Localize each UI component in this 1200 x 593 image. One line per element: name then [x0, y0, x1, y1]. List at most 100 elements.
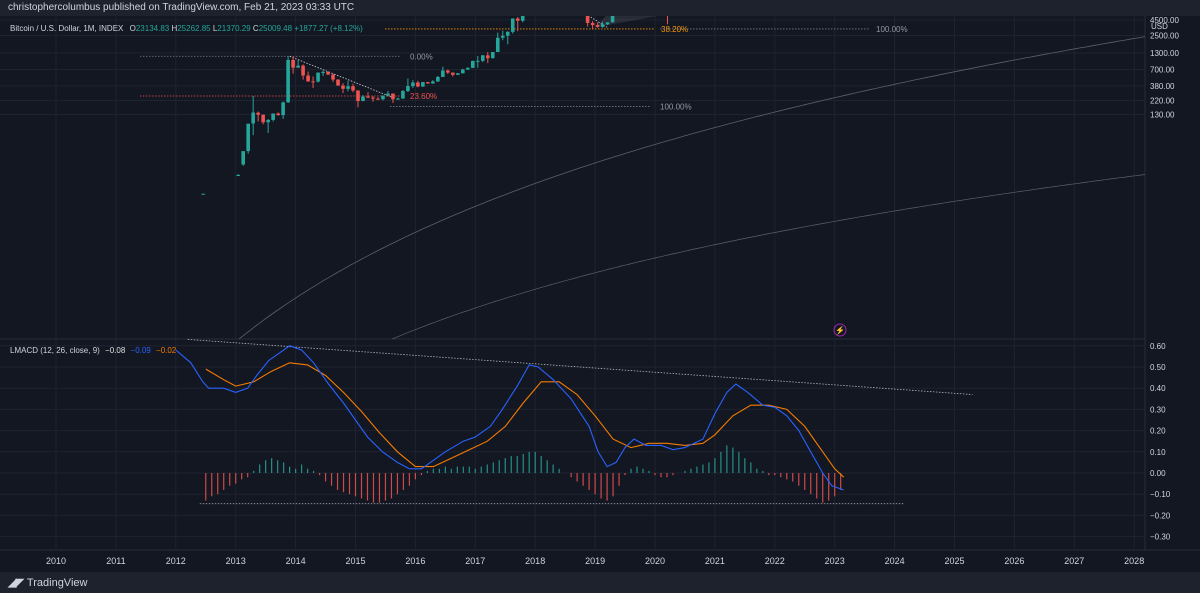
candle-body [346, 86, 350, 89]
candle-body [515, 18, 520, 21]
candle-body [431, 81, 435, 84]
candle-body [381, 95, 385, 100]
macd-y-tick-label: 0.30 [1150, 405, 1166, 414]
publisher-bar: christophercolumbus published on Trading… [0, 0, 1200, 16]
x-tick-label: 2019 [585, 556, 605, 566]
y-tick-label: 130.00 [1150, 110, 1175, 119]
candle-body [406, 86, 410, 92]
close-value: 25009.48 [258, 24, 293, 33]
x-tick-label: 2025 [944, 556, 964, 566]
footer-bar [0, 572, 1200, 593]
x-tick-label: 2011 [106, 556, 125, 566]
candle-body [341, 85, 345, 89]
candle-body [286, 60, 290, 103]
candle-body [485, 55, 490, 59]
fib-label: 0.00% [410, 52, 433, 61]
macd-value-1: −0.08 [105, 346, 126, 355]
macd-legend: LMACD (12, 26, close, 9) −0.08 −0.09 −0.… [10, 346, 176, 355]
grid [0, 16, 1200, 551]
candle-body [326, 71, 330, 75]
fib-label: 23.60% [410, 92, 437, 101]
publisher-text: christophercolumbus published on Trading… [8, 2, 355, 13]
candle-body [595, 25, 600, 27]
candle-body [391, 93, 395, 100]
candle-body [590, 22, 595, 26]
y-tick-label: 4500.00 [1150, 16, 1179, 25]
macd-y-tick-label: 0.40 [1150, 384, 1166, 393]
candle-body [456, 73, 460, 75]
high-value: 25262.85 [177, 24, 211, 33]
close-label: C [252, 24, 259, 33]
candle-body [271, 113, 275, 120]
signal-line [205, 362, 845, 478]
y-tick-label: 2500.00 [1150, 32, 1179, 41]
candle-body [311, 81, 315, 83]
candle-body [356, 90, 360, 102]
price-legend: Bitcoin / U.S. Dollar, 1M, INDEX O23134.… [10, 24, 363, 33]
x-tick-label: 2026 [1004, 556, 1024, 566]
candle-body [436, 76, 440, 82]
chart-canvas[interactable]: 0.00%23.60%100.00%0.00%38.20%100.00%0.00… [0, 16, 1200, 572]
macd-line [175, 345, 844, 491]
candle-body [366, 96, 370, 98]
macd-trendline [187, 339, 973, 395]
candle-body [281, 102, 285, 116]
candle-body [500, 35, 505, 38]
candle-body [246, 123, 250, 152]
x-tick-label: 2027 [1064, 556, 1084, 566]
low-label: L [212, 24, 218, 33]
candle-body [276, 113, 280, 116]
macd-y-tick-label: 0.20 [1150, 427, 1166, 436]
candle-body [291, 60, 295, 68]
y-tick-label: 220.00 [1150, 96, 1175, 105]
x-tick-label: 2018 [525, 556, 545, 566]
x-tick-label: 2014 [286, 556, 306, 566]
x-tick-label: 2020 [645, 556, 665, 566]
candle-body [411, 82, 415, 87]
candle-body [446, 70, 450, 73]
candle-body [466, 67, 470, 70]
x-tick-label: 2021 [705, 556, 725, 566]
candle-body [610, 16, 615, 23]
candle-body [475, 60, 480, 62]
candle-body [416, 82, 420, 87]
candle-body [505, 31, 510, 36]
channel-fill [595, 16, 658, 28]
candle-body [386, 93, 390, 96]
candle-body [361, 96, 365, 102]
downtrend-line [289, 55, 392, 98]
y-tick-label: 700.00 [1150, 66, 1175, 75]
candle-body [451, 72, 455, 75]
candle-body [321, 71, 325, 73]
macd-pane [175, 345, 845, 503]
mid-band-curve [391, 174, 1145, 339]
candle-body [371, 97, 375, 99]
candle-body [471, 60, 475, 68]
axes: 2010 2011 2012 2013 2014 2015 2016 2017 2018 2019… [46, 16, 1179, 566]
macd-y-tick-label: 0.00 [1150, 469, 1166, 478]
x-tick-label: 2013 [226, 556, 246, 566]
x-tick-label: 2015 [345, 556, 365, 566]
candles [201, 16, 668, 195]
candle-body [316, 72, 320, 82]
tv-mark-icon: ◢◤ [8, 577, 24, 589]
candle-body [241, 151, 245, 165]
lightning-glyph: ⚡ [835, 325, 845, 335]
candle-body [461, 69, 465, 74]
candle-body [520, 16, 525, 21]
change-value: +1877.27 (+8.12%) [294, 24, 363, 33]
upper-band-curve [238, 36, 1145, 339]
candle-body [351, 86, 355, 91]
low-value: 21370.29 [217, 24, 251, 33]
candle-body [261, 114, 265, 123]
candle-body [426, 82, 430, 84]
candle-body [490, 51, 495, 59]
y-tick-label: 1300.00 [1150, 49, 1179, 58]
tv-logo-text: TradingView [26, 576, 88, 589]
y-tick-label: 380.00 [1150, 82, 1175, 91]
x-tick-label: 2010 [46, 556, 66, 566]
macd-y-tick-label: −0.20 [1150, 511, 1171, 520]
macd-y-tick-label: 0.10 [1150, 448, 1166, 457]
symbol-label: Bitcoin / U.S. Dollar, 1M, INDEX [10, 24, 124, 33]
tradingview-logo[interactable]: ◢◤ TradingView [8, 576, 88, 590]
